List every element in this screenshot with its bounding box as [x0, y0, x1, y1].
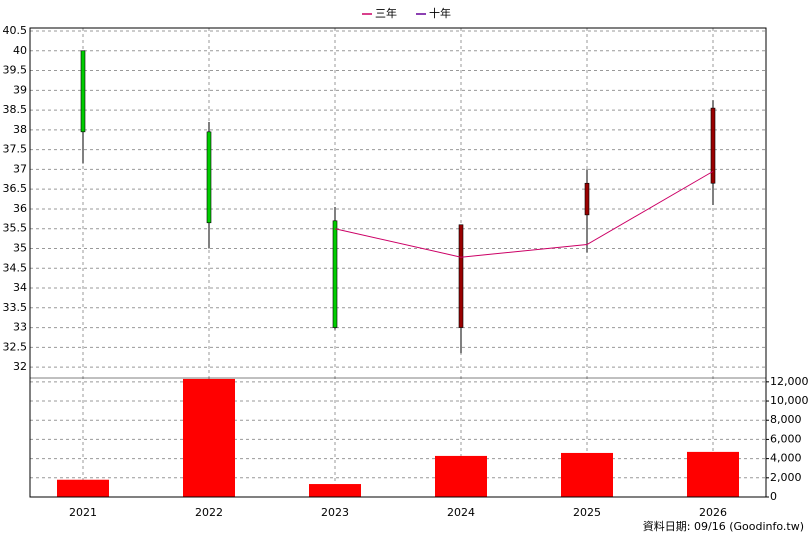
y-tick-label: 36.5	[3, 182, 28, 195]
y2-tick-label: 2,000	[770, 471, 802, 484]
candle-body	[458, 224, 464, 328]
legend-label: 十年	[429, 6, 451, 20]
y2-tick-label: 10,000	[770, 394, 808, 407]
y-tick-label: 33	[13, 321, 27, 334]
y-tick-label: 37	[13, 162, 27, 175]
source-note: 資料日期: 09/16 (Goodinfo.tw)	[643, 519, 804, 533]
bar	[435, 455, 487, 497]
bar	[183, 378, 235, 497]
y-tick-label: 39.5	[3, 64, 28, 77]
y-tick-label: 40	[13, 44, 27, 57]
line-series	[334, 170, 714, 258]
bar	[687, 451, 739, 497]
candle-body	[332, 220, 338, 328]
x-tick-label: 2025	[573, 506, 601, 519]
x-tick-label: 2021	[69, 506, 97, 519]
y-tick-label: 40.5	[3, 24, 28, 37]
y-tick-label: 35.5	[3, 222, 28, 235]
y-tick-label: 34.5	[3, 261, 28, 274]
y2-tick-label: 8,000	[770, 413, 802, 426]
y-tick-label: 38	[13, 123, 27, 136]
y-tick-label: 36	[13, 202, 27, 215]
y-tick-label: 33.5	[3, 301, 28, 314]
bar	[57, 479, 109, 497]
candle-body	[206, 131, 212, 224]
y2-tick-label: 4,000	[770, 452, 802, 465]
x-tick-label: 2022	[195, 506, 223, 519]
candle-body	[584, 182, 590, 216]
y-tick-label: 32	[13, 360, 27, 373]
bar	[561, 452, 613, 497]
y-tick-label: 39	[13, 83, 27, 96]
y2-tick-label: 0	[770, 490, 777, 503]
x-tick-label: 2024	[447, 506, 475, 519]
legend-label: 三年	[375, 6, 397, 20]
bar	[309, 484, 361, 497]
y-tick-label: 32.5	[3, 340, 28, 353]
y-tick-label: 37.5	[3, 143, 28, 156]
plot-frame	[29, 27, 767, 498]
y-tick-label: 35	[13, 241, 27, 254]
candle-body	[710, 107, 716, 184]
y-tick-label: 34	[13, 281, 27, 294]
x-tick-label: 2026	[699, 506, 727, 519]
x-tick-label: 2023	[321, 506, 349, 519]
y2-tick-label: 12,000	[770, 375, 808, 388]
y2-tick-label: 6,000	[770, 432, 802, 445]
y-tick-label: 38.5	[3, 103, 28, 116]
candle-body	[80, 50, 86, 133]
